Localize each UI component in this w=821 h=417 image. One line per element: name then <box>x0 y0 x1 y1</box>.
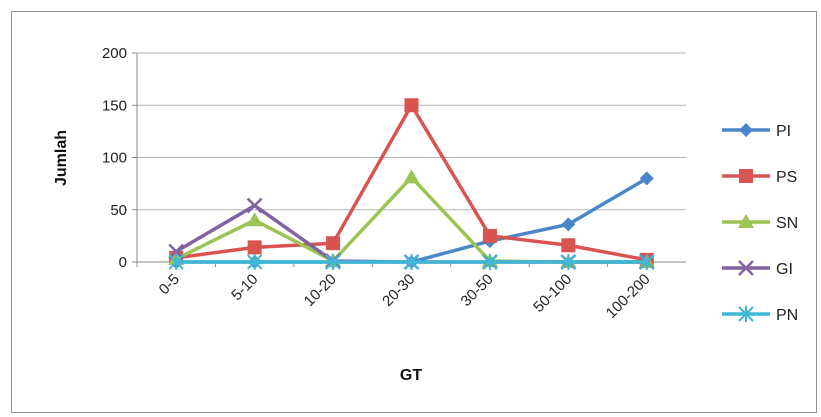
y-tick-label: 150 <box>102 97 127 114</box>
y-tick-labels: 0 50 100 150 200 <box>102 45 127 271</box>
y-axis-title: Jumlah <box>53 130 70 186</box>
legend-label: GI <box>776 261 793 278</box>
data-point-pi <box>561 217 576 232</box>
legend-marker <box>738 214 754 228</box>
data-point-ps <box>482 228 497 243</box>
data-point-ps <box>326 236 341 251</box>
chart-frame <box>11 11 817 413</box>
data-point-ps <box>404 98 419 113</box>
x-tick-labels: 0-5 5-10 10-20 20-30 30-50 50-100 100-200 <box>156 271 654 322</box>
legend-item-ps: PS <box>722 169 797 186</box>
legend-item-pi: PI <box>722 123 791 140</box>
series-sn <box>168 169 655 268</box>
legend-label: PS <box>776 169 797 186</box>
y-tick-label: 100 <box>102 150 127 167</box>
data-point-pn <box>325 254 341 270</box>
data-point-pn <box>560 254 577 270</box>
legend-marker <box>739 123 753 137</box>
data-point-pn <box>639 254 655 270</box>
legend: PI PS SN GI PN <box>722 123 798 324</box>
y-tick-label: 200 <box>102 45 127 62</box>
x-tick-label: 0-5 <box>156 271 183 298</box>
x-tick-label: 30-50 <box>458 271 497 310</box>
data-point-sn <box>246 212 263 227</box>
data-point-ps <box>561 238 576 253</box>
data-point-gi <box>246 197 263 214</box>
legend-item-pn: PN <box>722 306 798 324</box>
series-line-gi <box>175 203 647 264</box>
x-tick-label: 10-20 <box>301 271 340 310</box>
data-point-pi <box>639 171 654 186</box>
legend-label: PN <box>776 307 798 324</box>
legend-marker <box>739 169 753 183</box>
legend-marker <box>738 306 754 322</box>
data-point-sn <box>403 169 420 184</box>
legend-item-sn: SN <box>722 214 798 232</box>
data-point-pn <box>246 254 263 270</box>
data-point-pn <box>482 254 498 270</box>
y-tick-label: 50 <box>110 202 127 219</box>
x-tick-label: 20-30 <box>379 271 418 310</box>
legend-label: SN <box>776 215 798 232</box>
x-tick-label: 50-100 <box>530 271 575 316</box>
series-lines <box>168 98 655 270</box>
legend-marker <box>738 260 754 276</box>
x-axis-title: GT <box>400 367 422 384</box>
gridlines <box>132 52 686 267</box>
legend-label: PI <box>776 123 791 140</box>
legend-item-gi: GI <box>722 260 793 278</box>
data-point-pn <box>403 254 420 270</box>
y-tick-label: 0 <box>119 254 127 271</box>
data-point-ps <box>247 240 262 255</box>
series-pn <box>168 254 655 270</box>
x-tick-label: 5-10 <box>228 271 261 304</box>
data-point-pn <box>168 254 184 270</box>
x-tick-label: 100-200 <box>603 271 654 322</box>
